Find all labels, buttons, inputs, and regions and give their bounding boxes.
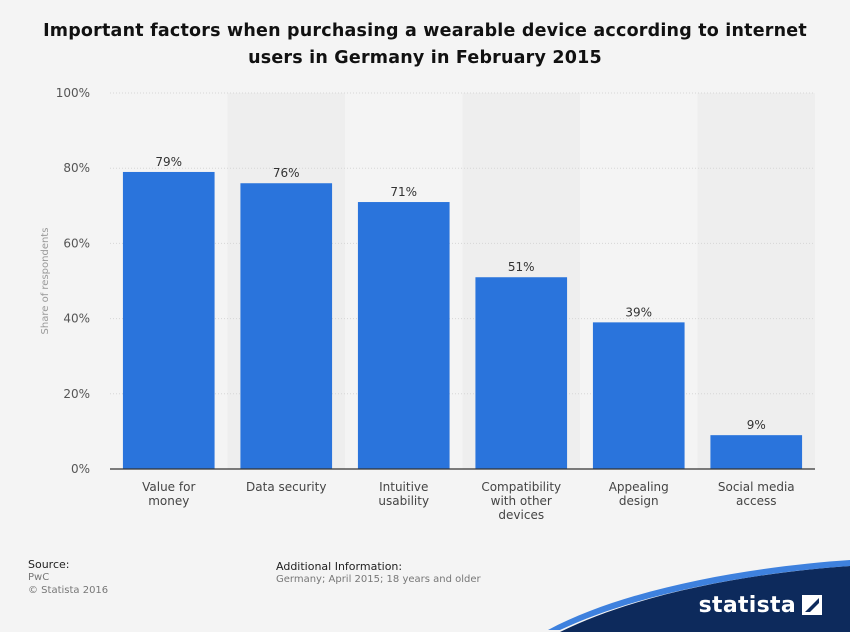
category-label: design [619,494,659,508]
category-label: access [736,494,776,508]
additional-info-block: Additional Information: Germany; April 2… [276,560,481,586]
data-label: 79% [155,155,182,169]
bar [240,183,333,470]
additional-info-text: Germany; April 2015; 18 years and older [276,574,481,585]
bar [122,171,215,469]
y-tick-label: 60% [63,236,90,250]
bar [710,435,803,469]
data-label: 51% [508,260,535,274]
additional-info-heading: Additional Information: [276,560,403,573]
category-label: money [148,494,189,508]
data-label: 39% [625,305,652,319]
bar [475,277,568,469]
statista-logo-text: statista [698,593,796,618]
bar [357,202,450,470]
background-band [697,93,815,469]
y-tick-label: 0% [71,462,90,476]
data-label: 71% [390,185,417,199]
y-tick-label: 40% [63,312,90,326]
category-label: with other [491,494,552,508]
chart-title-line-2: users in Germany in February 2015 [248,48,602,68]
y-axis-label: Share of respondents [40,228,51,335]
statista-logo-icon [802,595,822,615]
source-heading: Source: [28,558,70,571]
category-label: Social media [718,480,795,494]
y-tick-label: 100% [56,86,90,100]
category-label: Value for [142,480,195,494]
y-tick-label: 20% [63,387,90,401]
category-label: Appealing [609,480,669,494]
bar [592,322,685,469]
y-tick-label: 80% [63,161,90,175]
data-label: 9% [747,418,766,432]
category-label: usability [378,494,429,508]
chart-title-line-1: Important factors when purchasing a wear… [43,21,807,41]
category-label: devices [498,508,544,522]
category-label: Compatibility [481,480,561,494]
source-line: PwC [28,572,50,583]
copyright-line: © Statista 2016 [28,585,109,596]
bar-chart: 0% 20% 40% 60% 80% 100% Share of respondents 79… [40,86,815,522]
data-label: 76% [273,166,300,180]
category-label: Data security [246,480,326,494]
chart-title: Important factors when purchasing a wear… [40,18,810,72]
source-block: Source: PwC © Statista 2016 [28,558,108,597]
category-label: Intuitive [379,480,428,494]
